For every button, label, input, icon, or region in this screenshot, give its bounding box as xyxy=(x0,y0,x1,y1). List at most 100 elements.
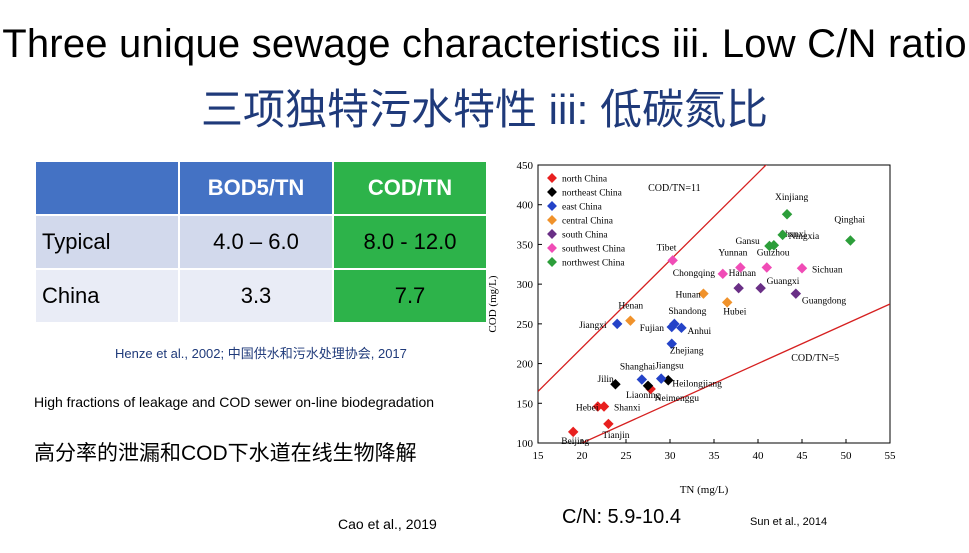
data-point-label: Jiangsu xyxy=(655,362,684,372)
data-point-label: Shanxi xyxy=(780,230,807,240)
x-axis-label: TN (mg/L) xyxy=(680,484,729,496)
y-tick-label: 250 xyxy=(517,319,534,331)
legend-label: central China xyxy=(562,217,614,227)
cell-typical-cod: 8.0 - 12.0 xyxy=(332,214,488,270)
table-header-corner xyxy=(34,160,180,216)
x-tick-label: 30 xyxy=(665,450,677,462)
slide-title-cn: 三项独特污水特性 iii: 低碳氮比 xyxy=(200,86,768,133)
table-row: Typical 4.0 – 6.0 8.0 - 12.0 xyxy=(34,214,488,270)
row-label-typical: Typical xyxy=(34,214,180,270)
y-tick-label: 400 xyxy=(517,200,534,212)
data-point-label: Hubei xyxy=(723,307,747,317)
data-point-label: Shanxi xyxy=(614,403,641,413)
data-point xyxy=(761,262,773,273)
data-point-label: Shanghai xyxy=(620,362,656,372)
data-point-label: Yunnan xyxy=(718,248,747,258)
x-tick-label: 55 xyxy=(885,450,897,462)
data-point-label: Heilongjiang xyxy=(672,379,722,389)
ratio-table: BOD5/TN COD/TN Typical 4.0 – 6.0 8.0 - 1… xyxy=(34,160,488,324)
data-point xyxy=(717,268,729,280)
x-tick-label: 45 xyxy=(797,450,809,462)
data-point xyxy=(845,235,856,246)
data-point-label: Qinghai xyxy=(834,215,865,225)
cod-tn-scatter-chart: COD/TN=11 COD/TN=5 15 20 25 30 35 40 45 50 55 100 15… xyxy=(487,160,897,496)
legend-marker xyxy=(547,187,557,197)
y-tick-label: 200 xyxy=(517,359,534,371)
data-point-label: Gansu xyxy=(735,237,760,247)
legend-label: east China xyxy=(562,203,603,213)
data-point xyxy=(721,297,733,308)
data-point xyxy=(603,418,614,430)
data-point-label: Liaoning xyxy=(626,391,661,401)
data-point xyxy=(781,209,793,220)
table-header-bod-tn: BOD5/TN xyxy=(178,160,334,216)
data-point-label: Beijing xyxy=(561,437,589,447)
reference-line xyxy=(538,165,767,392)
data-point xyxy=(598,401,610,412)
x-tick-label: 50 xyxy=(841,450,853,462)
data-point xyxy=(790,288,802,299)
x-tick-label: 15 xyxy=(533,450,545,462)
row-label-china: China xyxy=(34,268,180,324)
data-point-label: Hainan xyxy=(729,269,757,279)
slide-title-en: Three unique sewage characteristics iii.… xyxy=(2,22,967,66)
data-point-label: Zhejiang xyxy=(670,347,704,357)
reference-line-label: COD/TN=5 xyxy=(791,353,839,364)
table-header-cod-tn: COD/TN xyxy=(332,160,488,216)
table-row: China 3.3 7.7 xyxy=(34,268,488,324)
y-tick-label: 300 xyxy=(517,279,534,291)
data-point-label: Hunan xyxy=(675,291,701,301)
data-point-label: Fujian xyxy=(640,324,665,334)
data-point-label: Hebei xyxy=(576,403,599,413)
data-point-label: Anhui xyxy=(687,327,711,337)
data-point-label: Henan xyxy=(618,302,643,312)
reference-sun: Sun et al., 2014 xyxy=(750,516,828,528)
legend-marker xyxy=(547,201,557,211)
y-tick-label: 350 xyxy=(517,239,534,251)
data-point-label: Tianjin xyxy=(602,431,629,441)
legend-label: north China xyxy=(562,175,608,185)
x-tick-label: 20 xyxy=(577,450,589,462)
reference-cao: Cao et al., 2019 xyxy=(338,516,437,532)
note-english: High fractions of leakage and COD sewer … xyxy=(34,394,435,410)
legend-marker xyxy=(547,215,557,225)
data-point xyxy=(655,373,667,384)
legend-marker xyxy=(547,229,557,239)
legend-marker xyxy=(547,173,557,183)
data-point xyxy=(636,374,648,385)
data-point-label: Ningxia xyxy=(789,232,820,242)
data-point-label: Shandong xyxy=(668,307,706,317)
legend-marker xyxy=(547,243,557,253)
data-point-label: Chongqing xyxy=(673,269,715,279)
reference-line xyxy=(580,303,890,443)
cell-china-bod: 3.3 xyxy=(178,268,334,324)
data-point-label: Guangxi xyxy=(767,277,800,287)
data-point xyxy=(610,378,621,390)
data-point xyxy=(755,282,766,294)
y-tick-label: 450 xyxy=(517,160,534,172)
cell-china-cod: 7.7 xyxy=(332,268,488,324)
data-point-label: Jilin xyxy=(597,375,614,385)
data-point-label: Guangdong xyxy=(802,297,847,307)
data-point xyxy=(796,263,808,274)
legend-marker xyxy=(547,257,557,267)
data-point xyxy=(625,315,636,326)
data-point xyxy=(611,318,623,330)
legend-label: northwest China xyxy=(562,259,625,269)
note-chinese: 高分率的泄漏和COD下水道在线生物降解 xyxy=(34,442,417,465)
y-tick-label: 150 xyxy=(517,398,534,410)
cell-typical-bod: 4.0 – 6.0 xyxy=(178,214,334,270)
data-point xyxy=(676,322,687,334)
data-point-label: Xinjiang xyxy=(775,193,808,203)
y-tick-label: 100 xyxy=(517,438,534,450)
x-tick-label: 25 xyxy=(621,450,633,462)
data-point xyxy=(642,380,654,392)
cn-ratio-range: C/N: 5.9-10.4 xyxy=(562,506,681,528)
data-point-label: Jiangxi xyxy=(579,321,607,331)
data-point-label: Sichuan xyxy=(812,265,843,275)
legend-label: northeast China xyxy=(562,189,623,199)
reference-line-label: COD/TN=11 xyxy=(648,183,701,194)
legend-label: south China xyxy=(562,231,608,241)
data-point-label: Neimenggu xyxy=(655,394,700,404)
data-point-label: Guizhou xyxy=(757,248,790,258)
